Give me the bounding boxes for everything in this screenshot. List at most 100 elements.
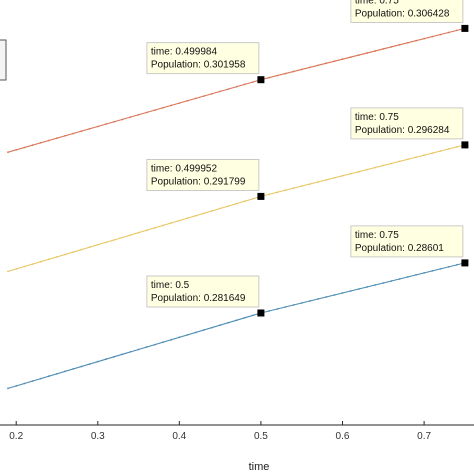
series-0-dot [154, 109, 156, 111]
series-0-dot [96, 125, 99, 128]
data-tip-marker[interactable] [461, 24, 469, 32]
series-1-dot [341, 174, 344, 177]
series-0-dot [284, 72, 287, 75]
series-2-dot [64, 370, 66, 373]
series-2-dot [382, 282, 385, 284]
x-tick-label: 0.7 [417, 431, 431, 442]
series-0-dot [357, 54, 360, 56]
series-2-dot [39, 377, 42, 380]
series-2-dot [202, 329, 205, 331]
data-tip[interactable]: time: 0.499984 Population: 0.301958 [146, 42, 260, 75]
series-1-dot [113, 239, 115, 241]
series-1-dot [170, 222, 173, 224]
series-0-dot [72, 132, 75, 135]
series-2-dot [56, 372, 58, 375]
series-0-dot [113, 120, 115, 123]
data-tip-box [146, 275, 260, 308]
series-1-dot [415, 156, 417, 159]
series-0-dot [7, 151, 9, 154]
series-2-dot [317, 298, 319, 300]
series-0-dot [292, 70, 295, 73]
series-1-dot [235, 202, 238, 205]
series-2-dot [447, 266, 450, 268]
series-0-dot [39, 141, 42, 144]
data-tip-box [350, 225, 464, 258]
series-1-dot [309, 183, 311, 186]
legend-box-partial [0, 39, 7, 81]
series-1-dot [96, 243, 99, 246]
data-tip-marker[interactable] [257, 309, 265, 317]
series-1-dot [325, 179, 328, 181]
series-1-dot [366, 168, 368, 171]
series-1-dot [243, 200, 246, 203]
series-0-dot [309, 66, 311, 69]
series-1-dot [431, 152, 434, 155]
data-tip[interactable]: time: 0.75 Population: 0.306428 [350, 0, 464, 23]
series-1-dot [137, 231, 140, 234]
data-tip-population: Population: 0.291799 [151, 176, 246, 187]
data-tip-time: time: 0.75 [355, 0, 399, 6]
series-0-dot [300, 68, 303, 71]
data-tip-box [146, 158, 260, 191]
series-1-dot [447, 148, 450, 150]
series-1-dot [219, 207, 222, 210]
series-1-dot [276, 191, 279, 194]
series-1-dot [398, 160, 401, 163]
series-1-dot [121, 236, 124, 239]
series-1-dot [349, 172, 352, 175]
series-2-dot [292, 304, 295, 306]
series-2-dot [300, 302, 303, 304]
data-tip-marker[interactable] [461, 141, 469, 149]
series-0-dot [333, 60, 336, 63]
data-tip-marker[interactable] [461, 259, 469, 267]
series-2-dot [333, 294, 336, 296]
series-1-dot [423, 154, 425, 157]
series-2-dot [186, 334, 189, 336]
data-tip[interactable]: time: 0.499952 Population: 0.291799 [146, 158, 260, 191]
series-2-dot [284, 306, 287, 308]
series-2-dot [406, 276, 409, 278]
data-tip-time: time: 0.499984 [151, 47, 218, 58]
data-tip-population: Population: 0.306428 [355, 8, 450, 19]
x-tick-label: 0.5 [254, 431, 268, 442]
series-1-dot [251, 197, 254, 200]
data-tip-marker[interactable] [257, 192, 265, 200]
series-1-dot [211, 210, 213, 212]
series-2-dot [423, 272, 425, 274]
series-0-dot [88, 127, 91, 130]
series-1-dot [39, 260, 42, 263]
series-0-dot [423, 37, 425, 40]
data-tip[interactable]: time: 0.75 Population: 0.28601 [350, 225, 464, 258]
series-1-dot [284, 189, 287, 192]
series-0-dot [276, 74, 279, 77]
data-tip-box [146, 42, 260, 75]
series-1-dot [406, 158, 409, 161]
series-2-dot [96, 360, 99, 363]
x-tick-label: 0.6 [336, 431, 350, 442]
series-0-dot [202, 95, 205, 97]
series-0-dot [121, 118, 124, 121]
series-2-dot [88, 363, 91, 365]
data-tip-marker[interactable] [257, 76, 265, 84]
data-tip-box [350, 107, 464, 140]
series-0-dot [80, 130, 83, 133]
series-0-dot [105, 123, 107, 125]
series-2-dot [227, 321, 230, 324]
series-0-dot [390, 46, 393, 48]
series-2-dot [398, 278, 401, 280]
series-1-dot [145, 229, 148, 232]
series-2-dot [129, 351, 132, 353]
series-0-dot [251, 81, 254, 83]
series-0-dot [178, 102, 181, 104]
series-2-dot [431, 270, 434, 272]
series-1-dot [23, 265, 26, 268]
series-0-dot [341, 58, 344, 61]
data-tip[interactable]: time: 0.5 Population: 0.281649 [146, 275, 260, 308]
series-0-dot [145, 111, 148, 114]
series-0-dot [129, 116, 132, 118]
data-tip[interactable]: time: 0.75 Population: 0.296284 [350, 107, 464, 140]
series-1-dot [382, 164, 385, 167]
series-2-dot [357, 288, 360, 290]
data-tip-markers [257, 24, 469, 317]
